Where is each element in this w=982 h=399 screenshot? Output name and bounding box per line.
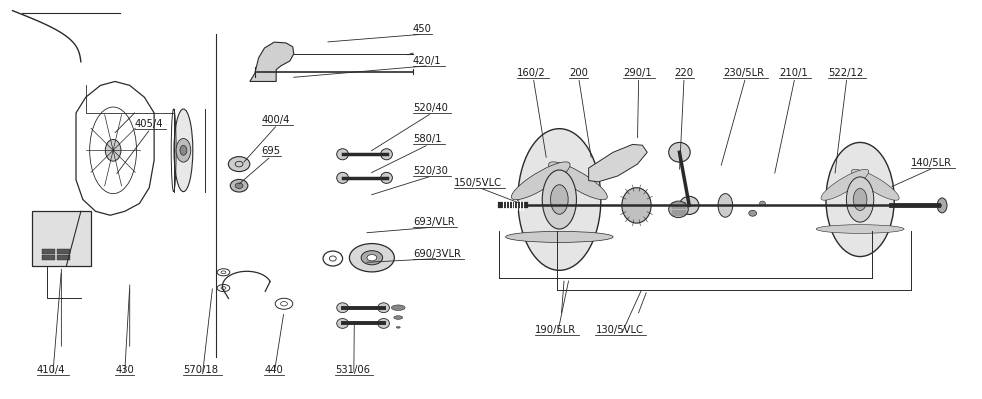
Ellipse shape <box>381 172 393 184</box>
Ellipse shape <box>851 169 900 200</box>
Ellipse shape <box>816 225 904 233</box>
Ellipse shape <box>378 318 390 328</box>
Ellipse shape <box>235 183 243 188</box>
Ellipse shape <box>337 303 349 312</box>
Text: 230/5LR: 230/5LR <box>724 67 764 77</box>
Circle shape <box>397 327 401 328</box>
Bar <box>58 255 70 261</box>
Ellipse shape <box>180 145 187 155</box>
Ellipse shape <box>937 198 947 213</box>
Bar <box>58 249 70 254</box>
Ellipse shape <box>853 188 867 211</box>
Ellipse shape <box>622 188 651 223</box>
Ellipse shape <box>361 251 383 265</box>
Text: 520/40: 520/40 <box>412 103 448 113</box>
Text: 570/18: 570/18 <box>184 365 218 375</box>
Ellipse shape <box>337 172 349 184</box>
Bar <box>32 211 90 267</box>
Text: 150/5VLC: 150/5VLC <box>454 178 502 188</box>
Ellipse shape <box>231 180 247 192</box>
Ellipse shape <box>350 243 395 272</box>
Ellipse shape <box>367 255 377 261</box>
Ellipse shape <box>551 185 569 214</box>
Ellipse shape <box>718 194 733 217</box>
Ellipse shape <box>846 177 874 222</box>
Text: 405/4: 405/4 <box>135 119 163 129</box>
Ellipse shape <box>337 149 349 160</box>
Text: 220: 220 <box>675 67 693 77</box>
Polygon shape <box>249 42 294 81</box>
Text: 290/1: 290/1 <box>623 67 652 77</box>
Ellipse shape <box>518 129 601 270</box>
Text: 430: 430 <box>115 365 134 375</box>
Text: 420/1: 420/1 <box>412 56 442 66</box>
Text: 190/5LR: 190/5LR <box>535 325 576 335</box>
Ellipse shape <box>176 138 191 162</box>
Text: 531/06: 531/06 <box>335 365 370 375</box>
Text: 130/5VLC: 130/5VLC <box>595 325 643 335</box>
Bar <box>42 255 55 261</box>
Bar <box>42 249 55 254</box>
Text: 690/3VLR: 690/3VLR <box>412 249 461 259</box>
Ellipse shape <box>174 109 192 192</box>
Text: 693/VLR: 693/VLR <box>412 217 455 227</box>
Ellipse shape <box>669 142 690 162</box>
Polygon shape <box>588 144 647 182</box>
Ellipse shape <box>506 231 613 242</box>
Ellipse shape <box>381 149 393 160</box>
Ellipse shape <box>749 210 756 216</box>
Text: 695: 695 <box>261 146 281 156</box>
Text: 440: 440 <box>264 365 283 375</box>
Ellipse shape <box>229 157 249 172</box>
Ellipse shape <box>512 162 571 200</box>
Ellipse shape <box>826 142 895 257</box>
Text: 140/5LR: 140/5LR <box>911 158 952 168</box>
Circle shape <box>392 305 405 310</box>
Ellipse shape <box>549 162 607 200</box>
Text: 410/4: 410/4 <box>37 365 66 375</box>
Ellipse shape <box>378 303 390 312</box>
Text: 522/12: 522/12 <box>828 67 863 77</box>
Ellipse shape <box>105 140 121 161</box>
Text: 210/1: 210/1 <box>779 67 808 77</box>
Ellipse shape <box>542 170 576 229</box>
Circle shape <box>394 316 403 319</box>
Text: 520/30: 520/30 <box>412 166 448 176</box>
Text: 160/2: 160/2 <box>518 67 546 77</box>
Ellipse shape <box>821 169 869 200</box>
Text: 580/1: 580/1 <box>412 134 442 144</box>
Ellipse shape <box>337 318 349 328</box>
Text: 200: 200 <box>570 67 588 77</box>
Ellipse shape <box>759 201 765 206</box>
Ellipse shape <box>680 196 699 214</box>
Ellipse shape <box>669 201 688 217</box>
Text: 450: 450 <box>412 24 432 34</box>
Text: 400/4: 400/4 <box>261 115 290 125</box>
